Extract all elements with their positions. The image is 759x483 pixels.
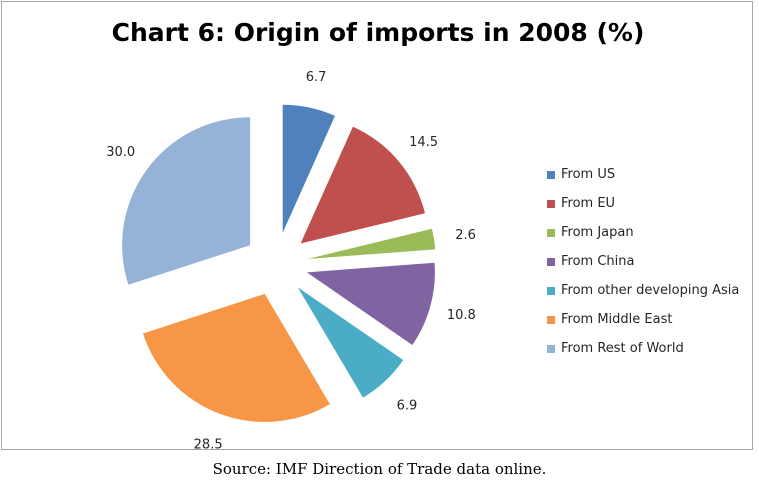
data-label-6: 30.0 (106, 145, 135, 160)
legend-swatch-6 (547, 344, 555, 353)
data-label-5: 28.5 (194, 438, 223, 451)
legend-item-6: From Rest of World (547, 334, 739, 363)
chart-title: Chart 6: Origin of imports in 2008 (%) (111, 18, 645, 47)
legend-label-2: From Japan (561, 225, 634, 240)
pie-slice-1 (300, 126, 425, 244)
legend-item-4: From other developing Asia (547, 276, 739, 305)
data-label-0: 6.7 (306, 70, 327, 85)
legend-item-2: From Japan (547, 218, 739, 247)
legend-swatch-1 (547, 199, 555, 208)
pie-slice-4 (297, 287, 404, 398)
pie-slice-5 (142, 293, 330, 422)
legend-item-5: From Middle East (547, 305, 739, 334)
data-label-1: 14.5 (409, 135, 438, 150)
pie-slice-2 (307, 228, 436, 259)
data-label-3: 10.8 (447, 308, 476, 323)
data-label-4: 6.9 (397, 398, 418, 413)
pie-slice-3 (306, 262, 435, 345)
legend-label-5: From Middle East (561, 312, 673, 327)
legend-swatch-3 (547, 257, 555, 266)
legend-item-3: From China (547, 247, 739, 276)
legend-swatch-5 (547, 315, 555, 324)
source-note: Source: IMF Direction of Trade data onli… (212, 460, 547, 478)
chart-frame: Chart 6: Origin of imports in 2008 (%) 6… (1, 1, 753, 451)
chart-legend: From US From EU From Japan From China From o… (547, 160, 739, 363)
pie-slice-0 (282, 104, 335, 233)
legend-label-6: From Rest of World (561, 341, 684, 356)
legend-swatch-0 (547, 170, 555, 179)
legend-label-1: From EU (561, 196, 616, 211)
legend-label-4: From other developing Asia (561, 283, 740, 298)
legend-label-0: From US (561, 167, 616, 182)
data-label-2: 2.6 (455, 228, 476, 243)
pie-slice-6 (122, 117, 251, 285)
legend-swatch-2 (547, 228, 555, 237)
legend-item-0: From US (547, 160, 739, 189)
legend-swatch-4 (547, 286, 555, 295)
legend-label-3: From China (561, 254, 635, 269)
pie-chart: 6.7 14.5 2.6 10.8 6.9 28.5 30.0 (106, 70, 476, 451)
legend-item-1: From EU (547, 189, 739, 218)
